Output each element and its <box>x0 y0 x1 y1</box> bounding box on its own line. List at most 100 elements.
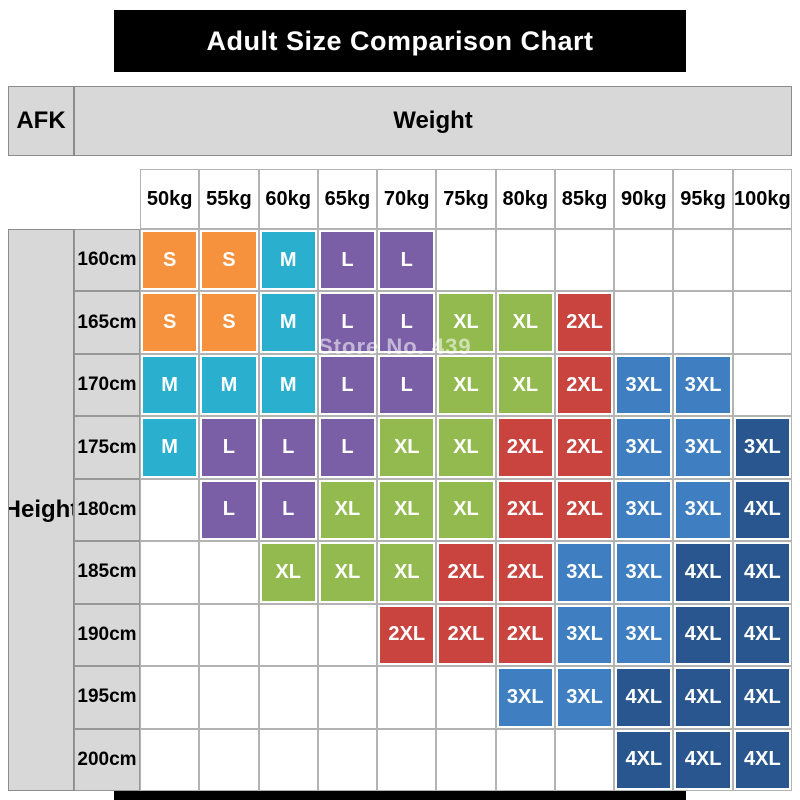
size-cell: XL <box>436 291 496 354</box>
size-cell: L <box>199 416 259 479</box>
size-cell: XL <box>317 541 378 604</box>
height-row-header: 185cm <box>74 541 140 604</box>
size-cell: S <box>140 229 200 292</box>
height-row-header: 195cm <box>74 666 140 729</box>
weight-column-header: 50kg <box>140 169 200 229</box>
weight-column-header: 100kg <box>732 169 792 229</box>
size-cell: L <box>377 229 437 292</box>
empty-cell <box>614 229 674 292</box>
size-cell: 4XL <box>732 603 792 667</box>
empty-cell <box>317 603 378 667</box>
empty-cell <box>554 728 615 791</box>
height-row-header: 190cm <box>74 603 140 667</box>
size-cell: S <box>199 291 259 354</box>
size-cell: 4XL <box>673 603 733 667</box>
size-cell: 3XL <box>614 541 674 604</box>
empty-cell <box>140 728 200 791</box>
weight-column-header: 85kg <box>554 169 615 229</box>
size-cell: 2XL <box>495 416 555 479</box>
height-header-cell: Height <box>8 229 74 791</box>
empty-cell <box>258 666 318 729</box>
size-cell: XL <box>436 478 496 542</box>
empty-cell <box>436 666 496 729</box>
empty-cell <box>140 603 200 667</box>
empty-cell <box>554 229 615 292</box>
weight-column-header: 80kg <box>495 169 555 229</box>
size-cell: M <box>258 291 318 354</box>
height-row-header: 170cm <box>74 353 140 417</box>
size-cell: XL <box>495 353 555 417</box>
size-cell: 2XL <box>554 416 615 479</box>
size-cell: 3XL <box>614 603 674 667</box>
height-row-header: 160cm <box>74 229 140 292</box>
weight-column-header: 90kg <box>614 169 674 229</box>
size-cell: 4XL <box>673 728 733 791</box>
empty-cell <box>377 666 437 729</box>
size-cell: 4XL <box>732 728 792 791</box>
empty-cell <box>199 728 259 791</box>
empty-cell <box>495 229 555 292</box>
size-cell: M <box>140 416 200 479</box>
weight-column-header: 75kg <box>436 169 496 229</box>
empty-cell <box>317 728 378 791</box>
size-cell: XL <box>258 541 318 604</box>
size-cell: 4XL <box>732 541 792 604</box>
size-cell: 2XL <box>495 603 555 667</box>
empty-cell <box>317 666 378 729</box>
size-cell: 4XL <box>673 666 733 729</box>
size-cell: 3XL <box>614 353 674 417</box>
size-cell: L <box>377 353 437 417</box>
empty-cell <box>436 728 496 791</box>
size-cell: 2XL <box>436 603 496 667</box>
size-cell: 3XL <box>495 666 555 729</box>
bottom-black-bar <box>114 791 686 800</box>
height-row-header: 175cm <box>74 416 140 479</box>
size-cell: 3XL <box>554 666 615 729</box>
empty-cell <box>673 229 733 292</box>
empty-cell <box>258 728 318 791</box>
size-cell: 4XL <box>673 541 733 604</box>
size-cell: L <box>317 353 378 417</box>
size-cell: 3XL <box>614 416 674 479</box>
weight-column-header: 55kg <box>199 169 259 229</box>
empty-cell <box>140 541 200 604</box>
size-cell: 3XL <box>554 541 615 604</box>
empty-cell <box>673 291 733 354</box>
empty-cell <box>258 603 318 667</box>
size-chart-table: AFK Weight 50kg 55kg 60kg 65kg 70kg 75kg 80kg 85k… <box>8 86 792 791</box>
size-cell: XL <box>317 478 378 542</box>
height-row-header: 180cm <box>74 478 140 542</box>
empty-cell <box>495 728 555 791</box>
size-cell: S <box>140 291 200 354</box>
size-cell: XL <box>377 478 437 542</box>
size-cell: 3XL <box>673 478 733 542</box>
size-cell: 4XL <box>732 478 792 542</box>
size-cell: M <box>258 353 318 417</box>
empty-cell <box>732 291 792 354</box>
empty-cell <box>732 229 792 292</box>
size-cell: 3XL <box>673 416 733 479</box>
size-cell: 2XL <box>495 478 555 542</box>
size-cell: 3XL <box>732 416 792 479</box>
size-cell: XL <box>436 416 496 479</box>
size-cell: L <box>377 291 437 354</box>
height-row-header: 200cm <box>74 728 140 791</box>
size-cell: 3XL <box>673 353 733 417</box>
empty-cell <box>732 353 792 417</box>
weight-column-header: 70kg <box>377 169 437 229</box>
size-cell: L <box>317 291 378 354</box>
size-cell: 2XL <box>377 603 437 667</box>
size-cell: 4XL <box>614 666 674 729</box>
size-cell: L <box>258 478 318 542</box>
size-cell: 3XL <box>554 603 615 667</box>
size-cell: 4XL <box>614 728 674 791</box>
empty-cell <box>199 541 259 604</box>
size-cell: L <box>258 416 318 479</box>
empty-cell <box>436 229 496 292</box>
size-cell: 2XL <box>495 541 555 604</box>
size-cell: M <box>258 229 318 292</box>
size-cell: M <box>199 353 259 417</box>
empty-cell <box>199 603 259 667</box>
size-cell: L <box>317 416 378 479</box>
